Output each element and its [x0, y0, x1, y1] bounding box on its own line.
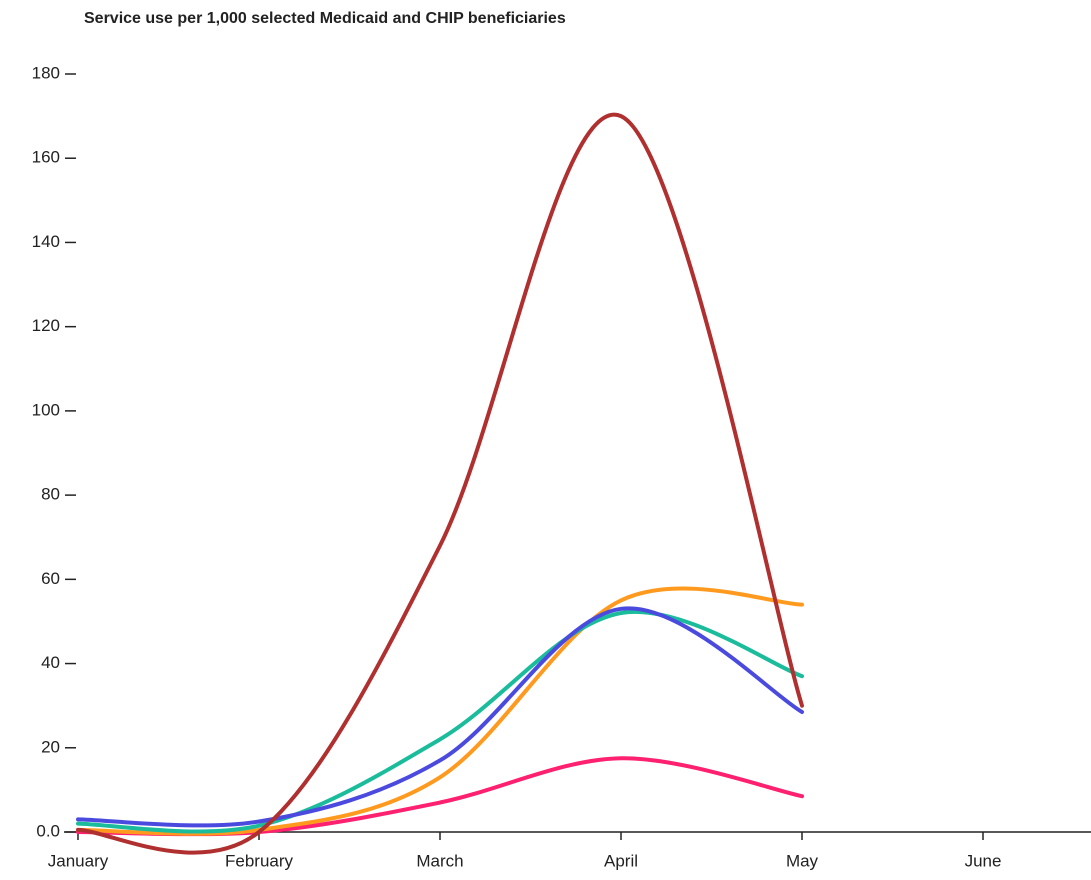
- series-line: [76, 586, 804, 836]
- x-tick-label: May: [786, 851, 819, 870]
- x-tick-label: March: [416, 851, 463, 870]
- y-tick-label: 60: [41, 569, 60, 588]
- y-tick-label: 0.0: [36, 821, 60, 840]
- chart-title: Service use per 1,000 selected Medicaid …: [84, 10, 566, 27]
- y-tick-label: 140: [32, 232, 60, 251]
- series-line: [76, 609, 804, 834]
- x-tick-label: February: [225, 851, 294, 870]
- y-tick-label: 20: [41, 737, 60, 756]
- x-tick-label: June: [965, 851, 1002, 870]
- y-tick-label: 180: [32, 63, 60, 82]
- y-tick-label: 160: [32, 148, 60, 167]
- y-tick-label: 100: [32, 400, 60, 419]
- series-line: [76, 606, 804, 828]
- y-tick-label: 120: [32, 316, 60, 335]
- y-tick-label: 80: [41, 485, 60, 504]
- series-line: [76, 756, 804, 837]
- series-line: [76, 112, 804, 855]
- x-tick-label: April: [604, 851, 638, 870]
- x-tick-label: January: [48, 851, 109, 870]
- y-tick-label: 40: [41, 653, 60, 672]
